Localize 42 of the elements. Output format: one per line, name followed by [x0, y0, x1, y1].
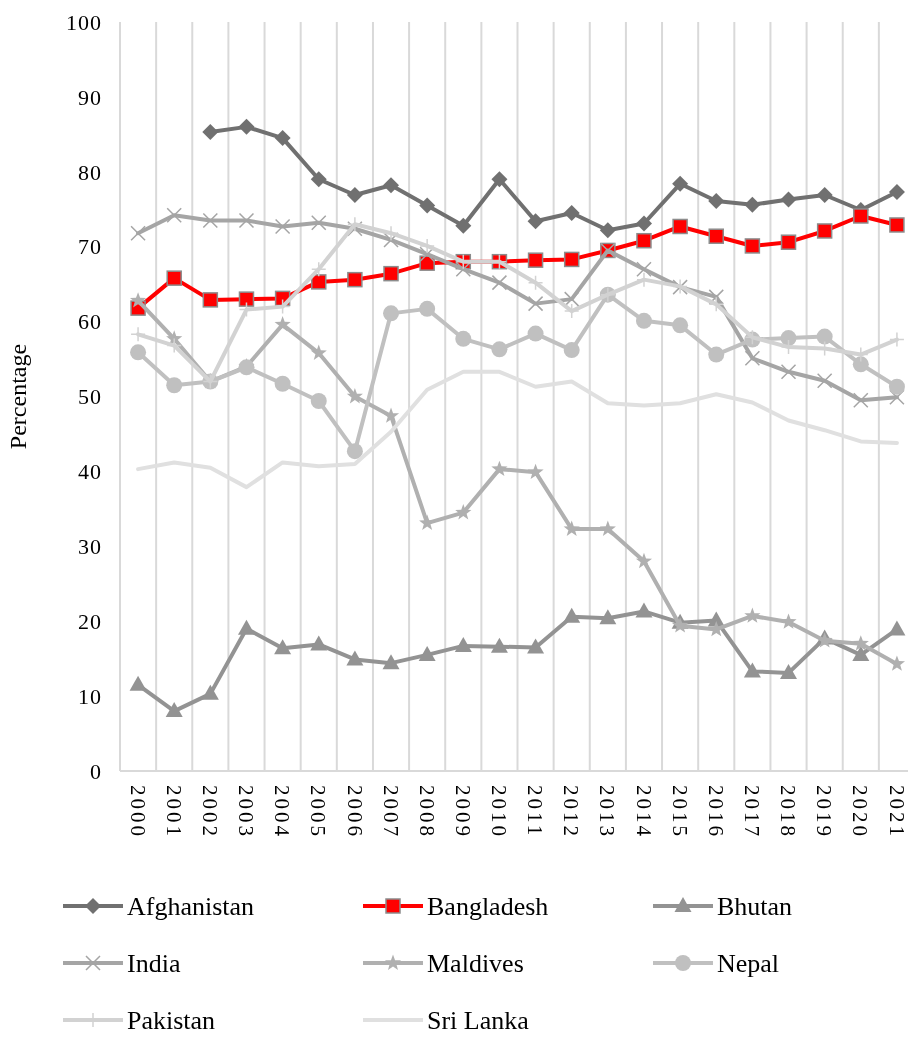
x-tick-label: 2020 [848, 785, 873, 839]
legend-label: India [127, 949, 181, 979]
legend-label: Maldives [427, 949, 524, 979]
y-tick-label: 70 [78, 234, 102, 260]
x-tick-label: 2012 [559, 785, 584, 839]
y-tick-label: 100 [66, 9, 102, 35]
y-tick-label: 60 [78, 309, 102, 335]
x-tick-label: 2013 [595, 785, 620, 839]
y-tick-label: 90 [78, 84, 102, 110]
y-tick-label: 20 [78, 608, 102, 634]
x-tick-label: 2005 [306, 785, 331, 839]
y-tick-label: 50 [78, 384, 102, 410]
x-tick-label: 2014 [631, 785, 656, 839]
x-tick-label: 2016 [703, 785, 728, 839]
x-tick-label: 2003 [234, 785, 259, 839]
x-tick-label: 2017 [740, 785, 765, 839]
x-tick-label: 2006 [342, 785, 367, 839]
y-tick-label: 30 [78, 534, 102, 559]
y-tick-label: 80 [78, 159, 102, 185]
x-tick-label: 2002 [197, 785, 222, 839]
x-tick-label: 2000 [125, 785, 150, 839]
legend-label: Sri Lanka [427, 1006, 530, 1036]
y-tick-label: 10 [78, 683, 102, 709]
x-tick-label: 2004 [270, 785, 295, 839]
legend-label: Bhutan [717, 892, 793, 922]
x-tick-label: 2011 [523, 785, 548, 839]
x-tick-label: 2019 [812, 785, 837, 839]
legend-label: Afghanistan [127, 892, 255, 922]
x-tick-label: 2009 [450, 785, 475, 839]
x-tick-label: 2015 [667, 785, 692, 839]
legend-label: Nepal [717, 949, 780, 979]
legend-label: Bangladesh [427, 892, 549, 922]
y-axis-title: Percentage [5, 343, 31, 450]
x-tick-label: 2007 [378, 785, 403, 839]
x-tick-label: 2021 [884, 785, 909, 839]
x-tick-label: 2018 [776, 785, 801, 839]
x-tick-label: 2008 [414, 785, 439, 839]
x-tick-label: 2010 [487, 785, 512, 839]
x-tick-label: 2001 [161, 785, 186, 839]
y-tick-label: 40 [78, 459, 102, 485]
legend-label: Pakistan [127, 1006, 216, 1036]
y-tick-label: 0 [90, 758, 102, 784]
